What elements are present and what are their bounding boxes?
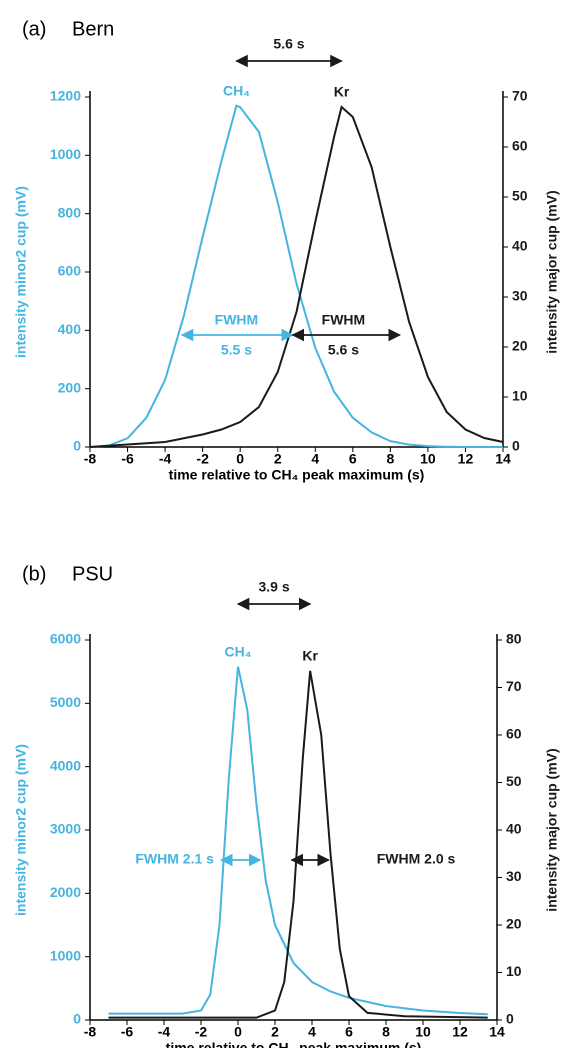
series-line <box>89 104 503 448</box>
y2-tick-label: 0 <box>506 1011 514 1027</box>
y-tick-label: 0 <box>73 438 81 454</box>
x-tick-label: 6 <box>349 451 357 467</box>
x-tick-label: -4 <box>159 451 172 467</box>
y2-tick-label: 70 <box>506 678 522 694</box>
x-tick-label: 12 <box>452 1024 468 1040</box>
x-tick-label: 6 <box>345 1024 353 1040</box>
y-axis-label: intensity minor2 cup (mV) <box>13 186 29 358</box>
y2-tick-label: 40 <box>506 821 522 837</box>
annotation: FWHM 2.0 s <box>377 851 456 867</box>
x-tick-label: 2 <box>271 1024 279 1040</box>
annotation: 5.6 s <box>273 36 304 52</box>
chart-title: Bern <box>72 18 114 40</box>
x-tick-label: 14 <box>489 1024 505 1040</box>
x-tick-label: 4 <box>311 451 319 467</box>
x-axis-label: time relative to CH₄ peak maximum (s) <box>166 1040 422 1048</box>
y-tick-label: 600 <box>58 263 82 279</box>
y-axis-label: intensity minor2 cup (mV) <box>13 744 29 916</box>
panel-label: (b) <box>22 563 46 585</box>
series-line <box>108 670 488 1019</box>
y-tick-label: 1200 <box>50 88 81 104</box>
series-label: CH₄ <box>223 82 250 98</box>
y2-tick-label: 50 <box>512 188 528 204</box>
x-tick-label: 12 <box>458 451 474 467</box>
x-tick-label: 8 <box>386 451 394 467</box>
series-label: Kr <box>302 648 318 664</box>
y2-axis-label: intensity major cup (mV) <box>544 748 560 911</box>
series-label: Kr <box>334 84 350 100</box>
x-tick-label: 4 <box>308 1024 316 1040</box>
y2-tick-label: 80 <box>506 631 522 647</box>
x-tick-label: 10 <box>415 1024 431 1040</box>
y2-tick-label: 20 <box>512 338 528 354</box>
annotation: 5.6 s <box>328 342 359 358</box>
y-tick-label: 5000 <box>50 694 81 710</box>
y-tick-label: 3000 <box>50 821 81 837</box>
panel-label: (a) <box>22 18 46 40</box>
x-tick-label: -8 <box>84 451 97 467</box>
series-line <box>108 666 488 1016</box>
annotation: FWHM <box>215 312 259 328</box>
chart-title: PSU <box>72 563 113 585</box>
x-tick-label: -6 <box>121 451 134 467</box>
y2-tick-label: 30 <box>512 288 528 304</box>
y2-tick-label: 60 <box>506 726 522 742</box>
y-tick-label: 2000 <box>50 884 81 900</box>
x-tick-label: 14 <box>495 451 511 467</box>
annotation: 5.5 s <box>221 342 252 358</box>
y2-tick-label: 40 <box>512 238 528 254</box>
y2-tick-label: 50 <box>506 773 522 789</box>
y2-tick-label: 70 <box>512 88 528 104</box>
y2-tick-label: 10 <box>512 388 528 404</box>
y-tick-label: 800 <box>58 204 82 220</box>
y2-tick-label: 60 <box>512 138 528 154</box>
annotation: 3.9 s <box>259 579 290 595</box>
y-tick-label: 1000 <box>50 947 81 963</box>
y2-axis-label: intensity major cup (mV) <box>544 190 560 353</box>
y2-tick-label: 30 <box>506 868 522 884</box>
x-tick-label: -2 <box>196 451 209 467</box>
x-tick-label: 0 <box>236 451 244 467</box>
y2-tick-label: 20 <box>506 916 522 932</box>
x-tick-label: 0 <box>234 1024 242 1040</box>
y-tick-label: 0 <box>73 1011 81 1027</box>
y-tick-label: 4000 <box>50 757 81 773</box>
y-tick-label: 1000 <box>50 146 81 162</box>
x-tick-label: 10 <box>420 451 436 467</box>
x-tick-label: -8 <box>84 1024 97 1040</box>
y2-tick-label: 0 <box>512 438 520 454</box>
y-tick-label: 6000 <box>50 631 81 647</box>
x-axis-label: time relative to CH₄ peak maximum (s) <box>169 467 425 483</box>
y-tick-label: 200 <box>58 379 82 395</box>
x-tick-label: -6 <box>121 1024 134 1040</box>
y2-tick-label: 10 <box>506 963 522 979</box>
annotation: FWHM 2.1 s <box>135 851 214 867</box>
series-line <box>89 105 504 448</box>
x-tick-label: -2 <box>195 1024 208 1040</box>
x-tick-label: -4 <box>158 1024 171 1040</box>
series-label: CH₄ <box>225 643 252 659</box>
x-tick-label: 2 <box>274 451 282 467</box>
y-tick-label: 400 <box>58 321 82 337</box>
annotation: FWHM <box>322 312 366 328</box>
x-tick-label: 8 <box>382 1024 390 1040</box>
